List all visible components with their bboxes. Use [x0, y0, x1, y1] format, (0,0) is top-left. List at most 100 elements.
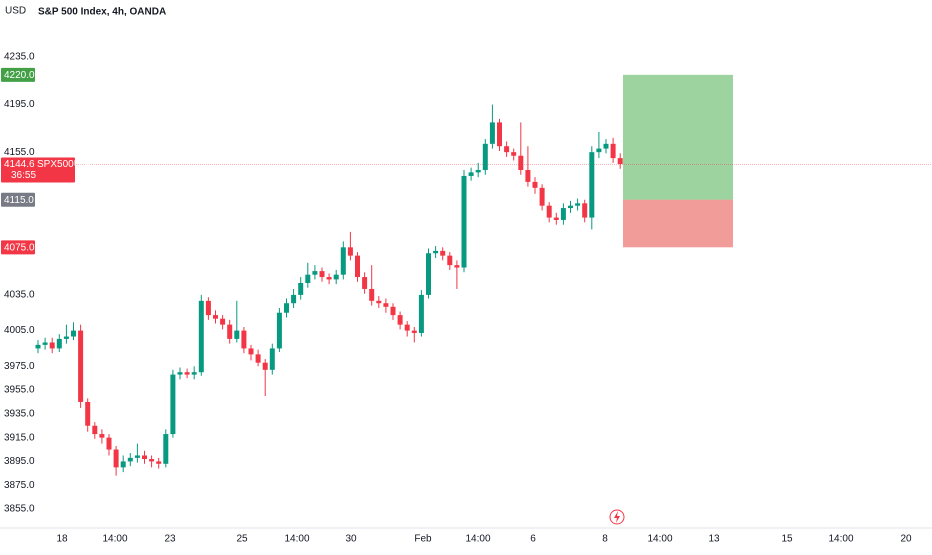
x-tick-label: 14:00	[102, 534, 127, 545]
y-tick-label: 4235.0	[4, 52, 35, 63]
candle-body	[291, 294, 297, 304]
candle-body	[575, 203, 581, 206]
candle-body	[546, 205, 552, 218]
candle-body	[454, 265, 460, 268]
candle-body	[383, 303, 389, 307]
candle-body	[326, 277, 332, 280]
target-tag-bg	[1, 67, 35, 82]
candle-body	[355, 255, 360, 278]
candle-body	[234, 330, 240, 339]
candle-body	[539, 187, 545, 206]
candle-body	[397, 315, 403, 325]
y-tick-label: 3855.0	[4, 504, 35, 515]
candle-body	[255, 354, 261, 363]
last-price-tag-bg	[1, 157, 75, 183]
candle-body	[589, 152, 595, 218]
y-tick-label: 3875.0	[4, 480, 35, 491]
y-tick-label: 3895.0	[4, 456, 35, 467]
x-tick-label: 20	[900, 534, 912, 545]
candle-body	[333, 274, 339, 280]
candle-body	[433, 250, 439, 254]
candle-body	[511, 152, 517, 156]
y-tick-label: 3955.0	[4, 385, 35, 396]
x-tick-label: 14:00	[465, 534, 490, 545]
stop-tag-bg	[1, 240, 35, 255]
candle-body	[213, 315, 218, 319]
candle-body	[568, 205, 573, 209]
y-tick-label: 4155.0	[4, 147, 35, 158]
y-tick-label: 4005.0	[4, 325, 35, 336]
x-tick-label: 25	[236, 534, 248, 545]
candle-body	[319, 271, 325, 278]
candle-body	[142, 455, 147, 460]
candle-body	[205, 300, 211, 316]
countdown-tag: 36:55	[11, 170, 36, 181]
x-tick-label: 30	[345, 534, 357, 545]
candle-body	[305, 274, 311, 283]
candle-body	[149, 459, 155, 462]
candle-body	[184, 372, 190, 375]
stop-tag: 4075.0	[4, 242, 35, 253]
y-tick-label: 3975.0	[4, 361, 35, 372]
candle-body	[560, 208, 566, 220]
candle-body	[191, 372, 197, 375]
x-tick-label: 14:00	[647, 534, 672, 545]
x-tick-label: 18	[56, 534, 68, 545]
candle-body	[220, 318, 226, 325]
candle-body	[92, 425, 98, 435]
candle-body	[610, 143, 616, 159]
candle-body	[362, 277, 368, 289]
candle-body	[49, 342, 55, 349]
candle-body	[369, 288, 375, 301]
candle-body	[582, 203, 588, 218]
entry-tag: 4115.0	[4, 195, 34, 206]
candle-body	[163, 434, 169, 464]
target-tag: 4220.0	[4, 70, 35, 81]
y-tick-label: 4035.0	[4, 290, 35, 301]
candle-body	[85, 401, 91, 426]
candle-body	[241, 330, 247, 349]
candle-body	[99, 434, 105, 438]
candle-body	[262, 362, 268, 370]
y-tick-label: 3935.0	[4, 408, 35, 419]
candle-body	[248, 348, 254, 355]
candle-body	[411, 330, 417, 333]
candle-body	[504, 146, 510, 153]
candle-body	[284, 303, 289, 313]
loss-zone	[623, 199, 733, 248]
candle-body	[198, 300, 204, 373]
alert-icon[interactable]	[609, 509, 625, 525]
candle-body	[489, 122, 495, 144]
symbol-tag: SPX500USD	[37, 159, 95, 170]
candle-body	[177, 372, 183, 375]
x-tick-label: 6	[530, 534, 536, 545]
candle-body	[532, 181, 538, 188]
candle-body	[404, 324, 410, 331]
candle-body	[390, 306, 396, 316]
candle-body	[603, 143, 609, 149]
candle-body	[113, 449, 119, 468]
x-tick-label: 8	[602, 534, 608, 545]
candle-body	[106, 437, 112, 450]
candle-body	[468, 172, 474, 176]
candle-body	[78, 330, 84, 402]
candle-body	[426, 253, 431, 295]
profit-zone	[623, 74, 733, 200]
x-tick-label: 14:00	[828, 534, 853, 545]
candle-body	[376, 300, 382, 304]
candle-body	[596, 148, 602, 153]
entry-tag-bg	[1, 192, 35, 207]
x-tick-label: 23	[164, 534, 176, 545]
candle-body	[440, 250, 446, 256]
candle-body	[42, 342, 48, 345]
candle-body	[347, 247, 353, 256]
candle-body	[134, 455, 140, 458]
last-price-tag: 4144.6	[4, 159, 35, 170]
y-tick-label: 4195.0	[4, 99, 35, 110]
candle-body	[418, 294, 424, 333]
candle-body	[482, 143, 488, 170]
x-tick-label: 14:00	[284, 534, 309, 545]
candle-body	[170, 374, 176, 435]
